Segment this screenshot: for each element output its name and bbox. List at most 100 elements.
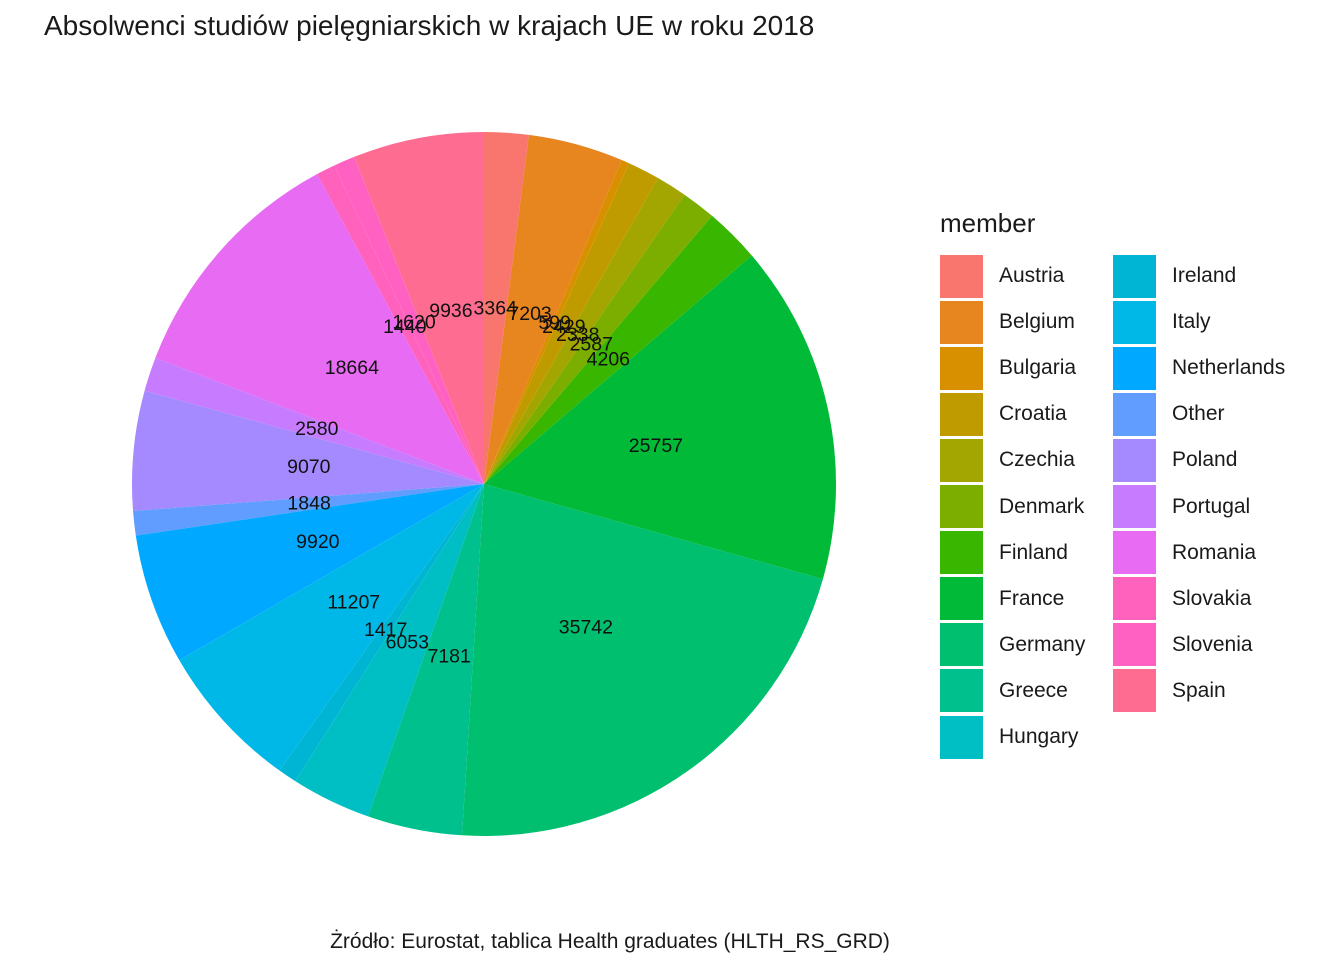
legend-title: member [940,208,1036,238]
legend-item-italy: Italy [1113,299,1211,345]
legend-swatch [1113,669,1156,713]
legend-label: Austria [999,264,1065,287]
legend-label: Slovakia [1172,586,1252,610]
pie-slice-finland [484,215,752,485]
legend-swatch [940,623,983,667]
legend-swatch [940,392,983,436]
legend-swatch [1113,300,1156,344]
pie-slice-denmark [484,194,712,484]
legend-item-germany: Germany [940,622,1085,668]
pie-slice-slovakia [316,165,484,485]
legend-item-austria: Austria [940,253,1064,299]
slice-label-croatia: 2429 [542,316,585,338]
pie-slice-germany [461,484,823,837]
legend-swatch [940,669,983,713]
pie-slice-spain [354,132,484,484]
legend-item-bulgaria: Bulgaria [940,345,1076,391]
legend-swatch [1113,392,1156,436]
legend-label: Croatia [999,402,1067,426]
pie-slice-romania [155,174,485,484]
legend-item-slovakia: Slovakia [1113,576,1251,622]
legend-label: Ireland [1172,264,1237,287]
legend-label: Germany [999,632,1086,656]
legend-swatch [940,577,983,621]
legend-item-belgium: Belgium [940,299,1075,345]
legend-label: Belgium [999,310,1075,334]
slice-label-portugal: 2580 [295,418,339,440]
legend-label: Netherlands [1172,356,1286,380]
slice-label-poland: 9070 [287,456,331,478]
legend-item-czechia: Czechia [940,437,1075,483]
legend-item-finland: Finland [940,530,1068,576]
legend-swatch [1113,438,1156,482]
legend-label: Bulgaria [999,356,1077,380]
pie-slice-bulgaria [484,160,630,484]
chart-title: Absolwenci studiów pielęgniarskich w kra… [44,10,815,41]
pie-slice-other [133,484,484,536]
pie-slice-italy [179,484,484,771]
legend-label: France [999,586,1065,610]
legend-item-romania: Romania [1113,530,1256,576]
legend-item-slovenia: Slovenia [1113,622,1253,668]
legend-label: Finland [999,540,1068,564]
slice-label-belgium: 7203 [508,303,551,325]
slice-label-france: 25757 [629,435,683,457]
pie-slice-czechia [484,178,685,484]
slice-label-italy: 11207 [327,591,380,613]
legend-label: Denmark [999,494,1085,518]
legend-swatch [1113,623,1156,667]
slice-label-denmark: 2587 [570,333,613,355]
slice-label-hungary: 6053 [386,631,429,653]
pie-slice-netherlands [135,484,484,661]
slice-label-greece: 7181 [427,646,470,668]
legend-label: Romania [1172,540,1257,564]
legend-swatch [940,346,983,390]
pie-slice-france [484,255,837,580]
slice-label-ireland: 1417 [364,619,407,641]
slice-label-czechia: 2338 [556,324,599,346]
chart-caption: Żródło: Eurostat, tablica Health graduat… [330,930,890,953]
legend-swatch [1113,485,1156,528]
legend-label: Hungary [999,725,1079,748]
legend-item-hungary: Hungary [940,714,1078,760]
legend-label: Greece [999,678,1068,702]
slice-label-germany: 35742 [559,617,613,639]
slice-label-other: 1848 [287,493,330,515]
slice-label-netherlands: 9920 [296,531,340,553]
slice-label-spain: 9936 [429,300,472,322]
legend-label: Spain [1172,678,1226,702]
legend-swatch [940,300,983,344]
legend-label: Other [1172,402,1225,426]
slice-label-romania: 18664 [325,357,379,379]
slice-label-bulgaria: 599 [538,312,571,334]
legend-item-netherlands: Netherlands [1113,345,1285,391]
legend-item-france: France [940,576,1064,622]
pie-slice-greece [368,484,484,836]
legend-swatch [940,438,983,482]
legend-item-denmark: Denmark [940,484,1084,530]
legend-item-greece: Greece [940,668,1068,714]
slice-label-slovakia: 1440 [383,316,427,338]
legend-label: Italy [1172,310,1211,334]
legend-swatch [940,715,983,759]
legend-swatch [940,531,983,575]
legend-item-poland: Poland [1113,437,1237,483]
legend-swatch [1113,254,1156,298]
legend-item-croatia: Croatia [940,391,1067,437]
legend-label: Czechia [999,448,1075,472]
pie-slice-belgium [484,134,622,484]
legend-item-ireland: Ireland [1113,253,1236,299]
legend-swatch [940,254,983,298]
slice-label-austria: 3364 [474,297,518,319]
legend-swatch [1113,346,1156,390]
pie-slice-croatia [484,163,659,485]
pie-slice-poland [131,390,484,512]
legend-swatch [940,485,983,528]
legend-swatch [1113,531,1156,575]
pie-slice-portugal [144,357,484,484]
pie-slice-ireland [279,484,484,782]
legend-item-spain: Spain [1113,668,1226,714]
pie-slice-hungary [295,484,484,817]
legend-label: Poland [1172,448,1238,472]
